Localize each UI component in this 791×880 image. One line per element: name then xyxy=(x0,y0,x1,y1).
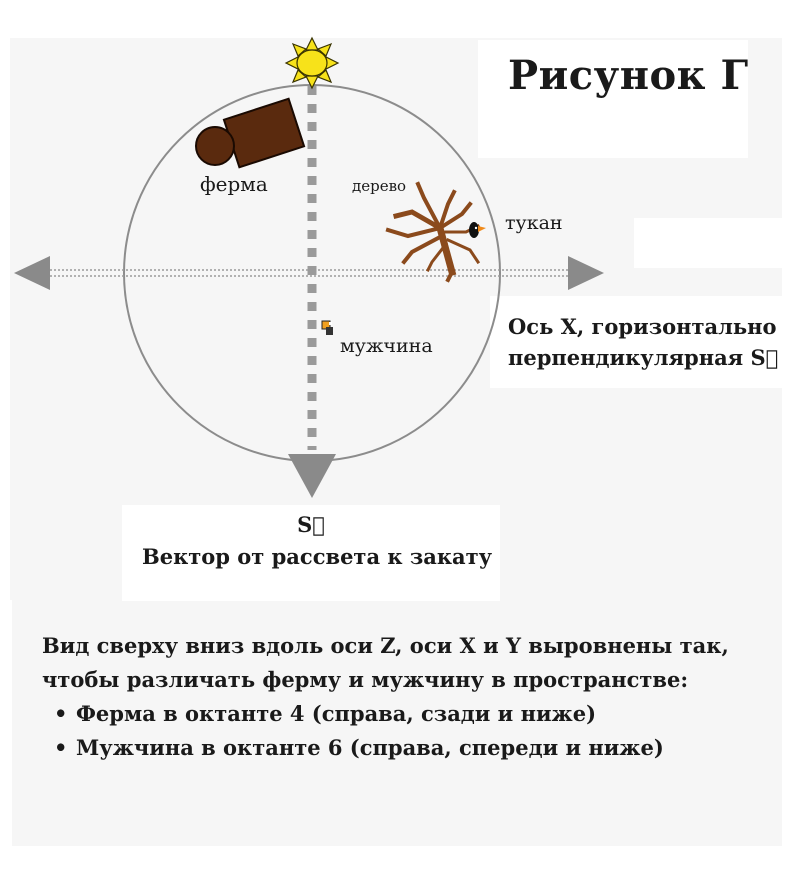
title-box xyxy=(478,40,748,158)
caption-line1: Вид сверху вниз вдоль оси Z, оси X и Y в… xyxy=(42,633,729,658)
sun-icon xyxy=(284,36,340,90)
farm-label: ферма xyxy=(200,172,268,196)
man-icon xyxy=(321,320,333,335)
caption-line2: чтобы различать ферму и мужчину в простр… xyxy=(42,667,689,692)
x-axis-left-arrow xyxy=(14,256,50,290)
x-axis-label: Ось X, горизонтально перпендикулярная S⃗ xyxy=(508,311,778,373)
figure-title: Рисунок Г xyxy=(508,52,749,99)
vector-box xyxy=(122,505,500,601)
man-label: мужчина xyxy=(340,335,433,357)
caption-bullets: Ферма в октанте 4 (справа, сзади и ниже)… xyxy=(42,697,729,765)
s-vector-label: S⃗ xyxy=(297,512,325,537)
x-axis-box xyxy=(490,296,782,388)
bullet-farm: Ферма в октанте 4 (справа, сзади и ниже) xyxy=(54,697,729,731)
s-vector-axis xyxy=(288,86,336,498)
left-margin xyxy=(0,600,12,880)
tree-label: дерево xyxy=(352,177,407,195)
bullet-man-text: Мужчина в октанте 6 (справа, спереди и н… xyxy=(76,735,664,760)
toucan-label: тукан xyxy=(505,212,563,234)
x-axis-label-line1: Ось X, горизонтально xyxy=(508,314,777,339)
bullet-man: Мужчина в октанте 6 (справа, спереди и н… xyxy=(54,731,729,765)
vector-caption: Вектор от рассвета к закату xyxy=(142,544,493,569)
tree-icon xyxy=(385,181,481,283)
toucan-icon xyxy=(469,222,486,238)
bullet-farm-text: Ферма в октанте 4 (справа, сзади и ниже) xyxy=(76,701,597,726)
caption-text: Вид сверху вниз вдоль оси Z, оси X и Y в… xyxy=(42,629,729,765)
x-axis-label-line2: перпендикулярная S⃗ xyxy=(508,345,779,370)
label-box xyxy=(634,218,782,268)
farm-icon xyxy=(195,97,306,169)
s-vector-arrow xyxy=(288,454,336,498)
x-axis xyxy=(14,256,604,290)
x-axis-right-arrow xyxy=(568,256,604,290)
